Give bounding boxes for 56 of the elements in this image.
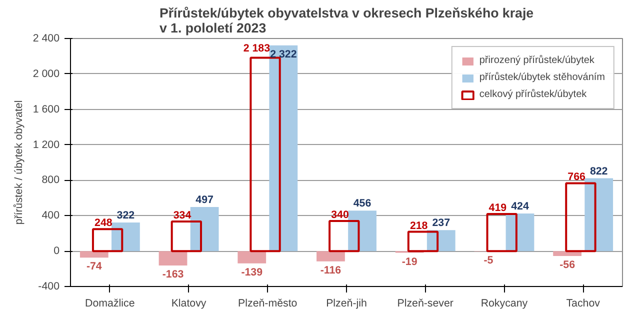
y-tick-label: 0 <box>54 245 60 258</box>
x-tick-label: Plzeň-sever <box>397 298 454 310</box>
bar <box>80 251 108 258</box>
data-label: 248 <box>94 217 112 230</box>
data-label: 822 <box>590 165 608 178</box>
y-tick-label: 400 <box>42 210 60 222</box>
x-tick-label: Tachov <box>566 298 601 310</box>
data-label: -5 <box>484 254 494 267</box>
y-tick-label: 2 000 <box>32 68 60 80</box>
data-label: -116 <box>320 264 342 276</box>
bar <box>190 207 219 252</box>
bar <box>269 45 298 252</box>
bar <box>158 251 188 266</box>
data-label: 497 <box>196 194 214 206</box>
bar <box>407 230 439 252</box>
data-label: -19 <box>402 256 418 268</box>
bar <box>584 178 614 252</box>
data-label: 456 <box>353 198 372 210</box>
bar <box>328 220 360 252</box>
y-tick-label: 800 <box>42 174 60 186</box>
data-label: -56 <box>560 259 576 272</box>
data-label: -163 <box>162 268 184 281</box>
data-label: -139 <box>241 266 263 278</box>
data-label: 419 <box>488 202 507 214</box>
x-tick-label: Plzeň-jih <box>326 298 368 310</box>
bar <box>565 182 596 252</box>
bar <box>316 251 345 262</box>
y-tick-label: 1 200 <box>32 138 60 151</box>
chart-title: Přírůstek/úbytek obyvatelstva v okresech Plzeňského kraje v 1. pololetí 2023 <box>159 6 534 36</box>
bar <box>92 228 124 252</box>
data-label: 424 <box>511 200 529 213</box>
legend-label: celkový přírůstek/úbytek <box>479 89 587 100</box>
bar <box>238 251 266 264</box>
bar <box>170 220 202 252</box>
y-tick-label: 2 400 <box>32 32 60 44</box>
bar <box>486 212 518 252</box>
x-tick-label: Klatovy <box>171 298 207 310</box>
data-label: 322 <box>116 210 135 222</box>
data-label: 2 183 <box>243 42 270 55</box>
x-tick-label: Plzeň-město <box>238 298 298 310</box>
y-axis-title: přírůstek / úbytek obyvatel <box>12 100 25 225</box>
data-label: 237 <box>432 217 450 230</box>
x-tick-label: Domažlice <box>85 298 135 310</box>
legend-label: přírůstek/úbytek stěhováním <box>479 72 605 83</box>
data-label: 766 <box>568 171 586 184</box>
y-tick-label: 1 600 <box>32 103 60 116</box>
bar <box>348 210 376 252</box>
bar <box>112 222 140 252</box>
data-label: 340 <box>331 208 349 221</box>
x-tick-label: Rokycany <box>480 298 528 310</box>
bar <box>250 56 281 252</box>
data-label: -74 <box>86 260 102 273</box>
data-label: 218 <box>410 220 428 232</box>
y-tick-label: -400 <box>38 280 60 292</box>
data-label: 334 <box>173 209 192 222</box>
legend-label: přirozený přírůstek/úbytek <box>479 55 594 66</box>
